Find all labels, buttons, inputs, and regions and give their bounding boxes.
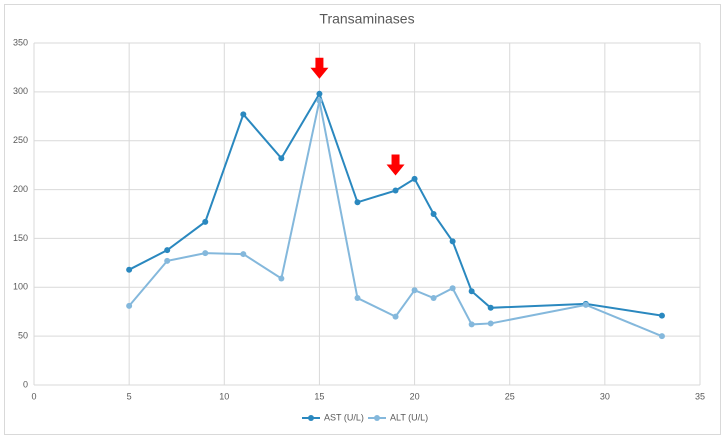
x-tick-label: 30 (600, 391, 610, 401)
x-tick-label: 0 (31, 391, 36, 401)
x-tick-label: 35 (695, 391, 705, 401)
y-tick-label: 150 (13, 233, 28, 243)
data-point (658, 312, 665, 319)
legend-label: ALT (U/L) (390, 412, 428, 422)
legend-marker (374, 415, 380, 421)
data-point (202, 218, 209, 225)
y-tick-label: 200 (13, 184, 28, 194)
data-point (392, 187, 399, 194)
y-tick-label: 50 (18, 331, 28, 341)
data-point (126, 302, 133, 309)
data-point (354, 199, 361, 206)
data-point (658, 333, 665, 340)
arrow (386, 154, 405, 176)
data-point (354, 295, 361, 302)
data-point (240, 111, 247, 118)
data-point (582, 301, 589, 308)
data-point (278, 155, 285, 162)
arrow (310, 57, 329, 79)
data-point (430, 211, 437, 217)
x-tick-label: 20 (410, 391, 420, 401)
data-point (240, 251, 247, 258)
y-tick-label: 350 (13, 37, 28, 47)
x-tick-label: 5 (127, 391, 132, 401)
data-point (430, 295, 437, 302)
data-point (487, 304, 494, 311)
x-tick-label: 25 (505, 391, 515, 401)
chart-title: Transaminases (319, 11, 414, 27)
data-point (449, 285, 456, 292)
chart-border (4, 4, 721, 435)
data-point (164, 257, 171, 264)
y-tick-label: 250 (13, 135, 28, 145)
x-tick-label: 15 (314, 391, 324, 401)
data-point (411, 175, 418, 182)
data-point (316, 97, 323, 104)
legend-label: AST (U/L) (324, 412, 364, 422)
data-point (487, 320, 494, 327)
y-tick-label: 300 (13, 86, 28, 96)
x-tick-label: 10 (219, 391, 229, 401)
data-point (278, 275, 285, 282)
y-tick-label: 0 (23, 379, 28, 389)
data-point (392, 313, 399, 320)
data-point (468, 288, 475, 295)
data-point (316, 90, 323, 97)
data-point (449, 238, 456, 245)
data-point (411, 287, 418, 294)
data-point (126, 266, 133, 273)
y-tick-label: 100 (13, 282, 28, 292)
data-point (468, 321, 475, 328)
data-point (202, 250, 209, 257)
data-point (164, 247, 171, 254)
legend-marker (308, 415, 314, 421)
